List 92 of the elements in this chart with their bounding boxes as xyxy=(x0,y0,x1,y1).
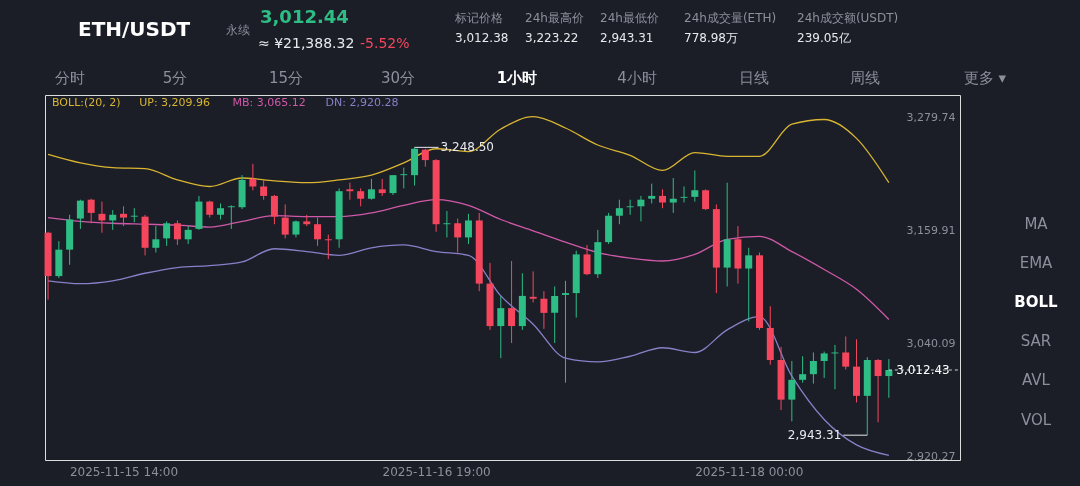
text: 15分 xyxy=(268,69,304,87)
candlestick xyxy=(637,195,645,222)
candlestick xyxy=(691,169,699,203)
text: 更多 ▾ xyxy=(963,69,1007,87)
candlestick xyxy=(809,351,817,385)
candlestick xyxy=(120,205,128,227)
candlestick xyxy=(152,225,160,254)
candlestick xyxy=(314,217,322,247)
candlestick xyxy=(497,295,505,359)
candlestick xyxy=(820,351,828,379)
y-tick-label: 3,279.74 xyxy=(906,111,956,125)
candlestick xyxy=(130,207,138,223)
text: -5.52% xyxy=(360,35,410,51)
candlestick xyxy=(669,177,677,214)
candlestick xyxy=(658,188,666,209)
text: 24h成交量(ETH) xyxy=(684,11,777,25)
annotation: 2,943.31 xyxy=(787,428,842,443)
candlestick xyxy=(583,244,591,276)
candlestick xyxy=(454,218,462,254)
chart-title: ETH/USDT xyxy=(78,17,191,41)
text: 永续 xyxy=(226,23,250,37)
candlestick xyxy=(648,183,656,204)
candlestick xyxy=(400,167,408,189)
text: 24h成交额(USDT) xyxy=(797,11,899,25)
candlestick xyxy=(874,358,882,423)
y-tick-label: 3,159.91 xyxy=(906,224,956,238)
text: 3,012.44 xyxy=(260,6,349,27)
y-tick-label: 2,920.27 xyxy=(906,450,956,464)
line-series xyxy=(47,116,890,188)
text: 778.98万 xyxy=(684,31,738,45)
candlestick xyxy=(260,179,268,201)
text: 3,012.38 xyxy=(455,31,509,45)
candlestick xyxy=(163,220,171,247)
candlestick xyxy=(270,194,278,225)
text: 2,943.31 xyxy=(600,31,654,45)
x-tick-label: 2025-11-15 14:00 xyxy=(69,464,179,479)
candlestick xyxy=(551,285,559,344)
ref-line-label: 3,012.43 xyxy=(896,362,950,377)
candlestick xyxy=(76,199,84,230)
candlestick xyxy=(788,360,796,422)
text: 4小时 xyxy=(617,69,657,87)
text: ≈ ¥21,388.32 xyxy=(258,35,355,51)
text: UP: 3,209.96 xyxy=(139,96,211,109)
text: 1小时 xyxy=(496,69,538,87)
text: 日线 xyxy=(739,69,769,87)
candlestick xyxy=(98,201,106,234)
text: 30分 xyxy=(380,69,416,87)
candlestick xyxy=(745,247,753,322)
legend-title: BOLL:(20, 2) xyxy=(52,96,121,109)
text: 239.05亿 xyxy=(797,31,851,45)
text: 24h最低价 xyxy=(600,11,659,25)
candlestick xyxy=(367,178,375,201)
candlestick xyxy=(615,199,623,225)
candlestick xyxy=(281,203,289,239)
text: AVL xyxy=(1022,371,1051,389)
text: 分时 xyxy=(55,69,85,87)
text: 标记价格 xyxy=(454,11,503,25)
candlestick xyxy=(885,358,893,399)
text: DN: 2,920.28 xyxy=(325,96,399,109)
text: SAR xyxy=(1020,332,1052,350)
candlestick xyxy=(540,290,548,330)
candlestick xyxy=(680,185,688,204)
candlestick xyxy=(626,199,634,216)
candlestick xyxy=(87,198,95,224)
x-tick-label: 2025-11-18 00:00 xyxy=(695,464,804,479)
text: 24h最高价 xyxy=(525,11,584,25)
candlestick xyxy=(389,174,397,196)
text: EMA xyxy=(1019,254,1054,272)
x-tick-label: 2025-11-16 19:00 xyxy=(382,464,491,479)
text: MB: 3,065.12 xyxy=(232,96,306,109)
text: 周线 xyxy=(850,69,880,87)
line-series xyxy=(47,244,890,456)
candlestick xyxy=(842,335,850,370)
candlestick xyxy=(346,182,354,201)
candlestick xyxy=(561,280,569,384)
candlestick xyxy=(831,344,839,390)
candlestick xyxy=(799,355,807,384)
text: 5分 xyxy=(162,69,188,87)
candlestick xyxy=(443,210,451,238)
candlestick xyxy=(464,213,472,245)
candlestick xyxy=(702,188,710,211)
candlestick xyxy=(324,234,332,260)
candlestick xyxy=(173,219,181,246)
text: BOLL xyxy=(1014,293,1059,311)
candlestick xyxy=(529,270,537,303)
text: VOL xyxy=(1020,411,1052,429)
candlestick xyxy=(227,204,235,230)
y-tick-label: 3,040.09 xyxy=(906,337,956,351)
text: 3,223.22 xyxy=(525,31,579,45)
candlestick xyxy=(249,163,257,191)
text: MA xyxy=(1024,215,1049,233)
candlestick xyxy=(508,260,516,344)
